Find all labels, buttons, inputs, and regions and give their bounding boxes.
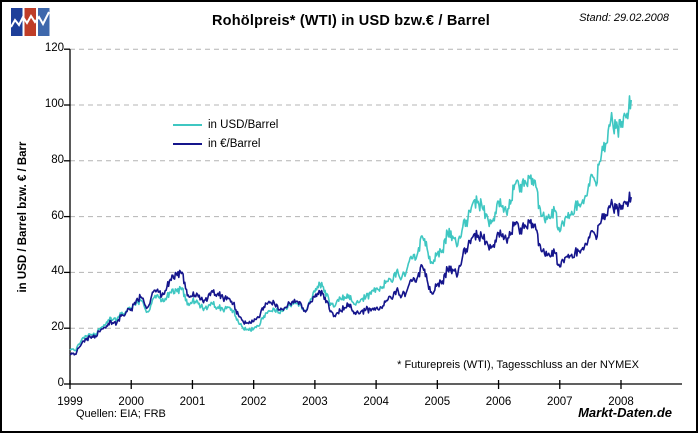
x-tick-label: 2006 (485, 396, 512, 408)
markt-daten-logo-icon (11, 8, 50, 36)
footnote-annotation: * Futurepreis (WTI), Tagesschluss an der… (397, 359, 639, 371)
usd-line-swatch-icon (173, 123, 202, 126)
x-tick-label: 1999 (57, 396, 83, 408)
stand-date: Stand: 29.02.2008 (579, 12, 669, 24)
x-tick-label: 2002 (240, 396, 267, 408)
y-tick-label: 120 (44, 42, 64, 55)
x-tick-label: 2000 (118, 396, 145, 408)
legend-item-eur: in €/Barrel (173, 134, 278, 153)
x-tick-label: 2001 (179, 396, 206, 408)
y-tick-label: 0 (57, 377, 64, 389)
legend-item-usd: in USD/Barrel (173, 115, 278, 134)
eur-line-swatch-icon (173, 142, 202, 145)
legend-label-eur: in €/Barrel (208, 137, 261, 150)
eur-price-line (69, 191, 632, 356)
legend-label-usd: in USD/Barrel (208, 118, 279, 131)
y-tick-label: 40 (51, 265, 64, 278)
chart-legend: in USD/Barrel in €/Barrel (173, 115, 278, 153)
brand-watermark: Markt-Daten.de (578, 405, 672, 420)
usd-price-line (69, 95, 632, 352)
y-tick-label: 60 (51, 209, 64, 222)
x-tick-label: 2003 (302, 396, 328, 408)
chart-title: Rohölpreis* (WTI) in USD bzw.€ / Barrel (212, 13, 490, 29)
x-tick-label: 2004 (363, 396, 389, 408)
x-tick-label: 2007 (546, 396, 573, 408)
y-tick-label: 20 (51, 321, 64, 334)
y-tick-label: 80 (51, 153, 64, 166)
x-tick-label: 2005 (424, 396, 451, 408)
x-tick-label: 2008 (608, 396, 634, 408)
y-tick-label: 100 (44, 98, 64, 110)
sources-note: Quellen: EIA; FRB (76, 408, 166, 420)
